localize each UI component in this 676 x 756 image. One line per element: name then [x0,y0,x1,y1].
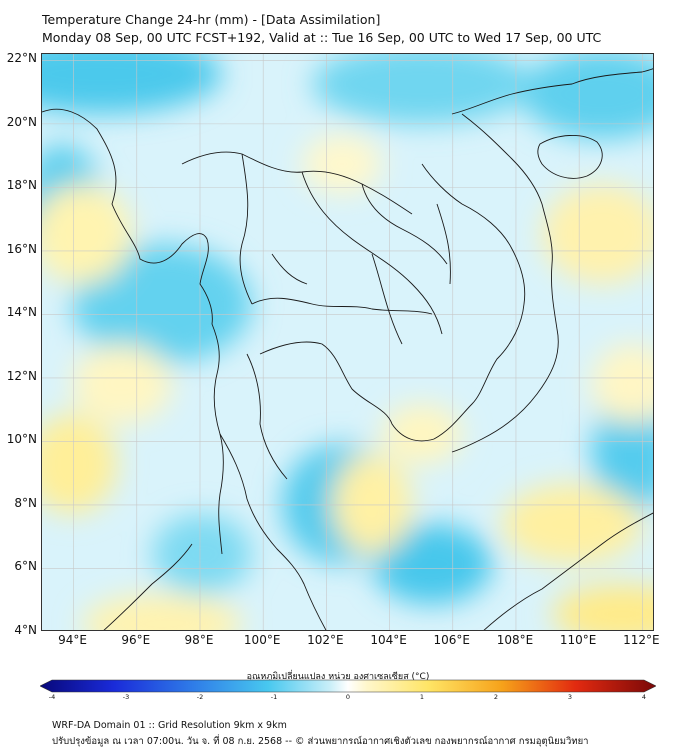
colorbar-tick-label: -1 [270,693,278,701]
lat-label: 4°N [14,623,37,637]
temperature-change-map [42,54,653,630]
map-subtitle: Monday 08 Sep, 00 UTC FCST+192, Valid at… [42,30,602,45]
colorbar-tick-label: 4 [641,693,647,701]
colorbar-title: อุณหภูมิเปลี่ยนแปลง หน่วย องศาเซลเซียส (… [246,672,430,682]
colorbar-tick-label: 1 [419,693,425,701]
lon-label: 110°E [559,633,597,647]
lat-label: 14°N [6,305,37,320]
lat-label: 18°N [6,178,37,193]
colorbar-tick-label: -3 [122,693,130,701]
lat-label: 22°N [6,51,37,66]
lon-label: 96°E [121,633,151,647]
colorbar-tick-label: 2 [493,693,499,701]
colorbar-tick-label: 3 [567,693,573,701]
lon-label: 104°E [370,633,407,647]
lat-label: 6°N [14,559,37,574]
lat-label: 10°N [6,432,37,447]
lon-label: 102°E [307,633,344,647]
colorbar [40,679,656,693]
lon-label: 106°E [433,633,471,647]
lat-label: 16°N [6,241,37,256]
colorbar-tick-label: -2 [196,693,204,701]
footer-update-info: ปรับปรุงข้อมูล ณ เวลา 07:00น. วัน จ. ที่… [52,736,589,747]
lon-label: 94°E [58,633,88,647]
colorbar-tick-label: -4 [48,693,56,701]
map-panel [41,53,654,631]
lon-label: 100°E [243,633,281,647]
lat-label: 8°N [14,495,37,510]
colorbar-tick-label: 0 [345,693,351,701]
coastlines-borders [42,68,653,630]
lon-label: 98°E [184,633,214,647]
lat-label: 12°N [6,368,37,383]
map-title: Temperature Change 24-hr (mm) - [Data As… [42,12,381,27]
lon-label: 112°E [623,633,660,647]
lat-label: 20°N [6,114,37,129]
footer-model-info: WRF-DA Domain 01 :: Grid Resolution 9km … [52,720,287,731]
lon-label: 108°E [496,633,534,647]
graticule [42,54,653,630]
temperature-field [42,54,653,630]
